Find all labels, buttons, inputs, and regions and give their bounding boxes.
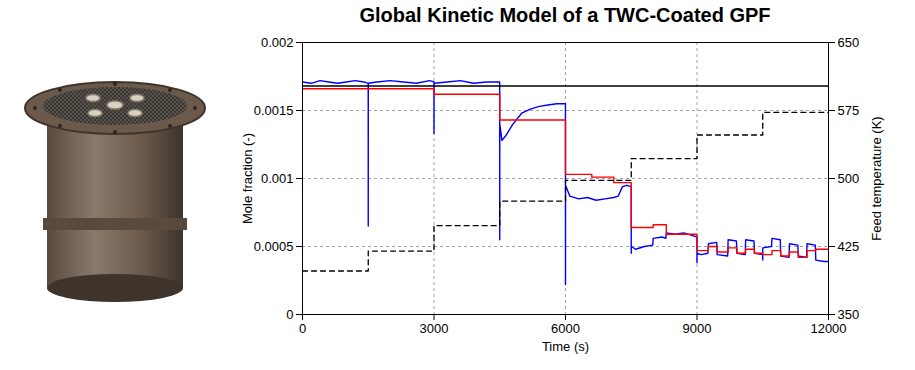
html-text:Global Kinetic Model of a TWC-: Global Kinetic Model of a TWC-Coated GPF bbox=[359, 4, 771, 26]
svg-text:575: 575 bbox=[838, 103, 860, 118]
svg-text:500: 500 bbox=[838, 171, 860, 186]
svg-text:9000: 9000 bbox=[683, 321, 712, 336]
svg-text:Time (s): Time (s) bbox=[542, 339, 589, 354]
svg-text:0.0005: 0.0005 bbox=[254, 239, 294, 254]
svg-text:425: 425 bbox=[838, 239, 860, 254]
svg-text:Feed temperature (K): Feed temperature (K) bbox=[869, 116, 884, 240]
svg-text:0: 0 bbox=[299, 321, 306, 336]
svg-text:0: 0 bbox=[286, 307, 293, 322]
svg-text:Mole fraction (-): Mole fraction (-) bbox=[240, 133, 255, 224]
svg-text:3000: 3000 bbox=[420, 321, 449, 336]
svg-text:0.002: 0.002 bbox=[261, 35, 294, 50]
svg-text:650: 650 bbox=[838, 35, 860, 50]
svg-text:350: 350 bbox=[838, 307, 860, 322]
svg-text:6000: 6000 bbox=[551, 321, 580, 336]
svg-text:0.001: 0.001 bbox=[261, 171, 294, 186]
svg-text:0.0015: 0.0015 bbox=[254, 103, 294, 118]
svg-text:12000: 12000 bbox=[810, 321, 846, 336]
